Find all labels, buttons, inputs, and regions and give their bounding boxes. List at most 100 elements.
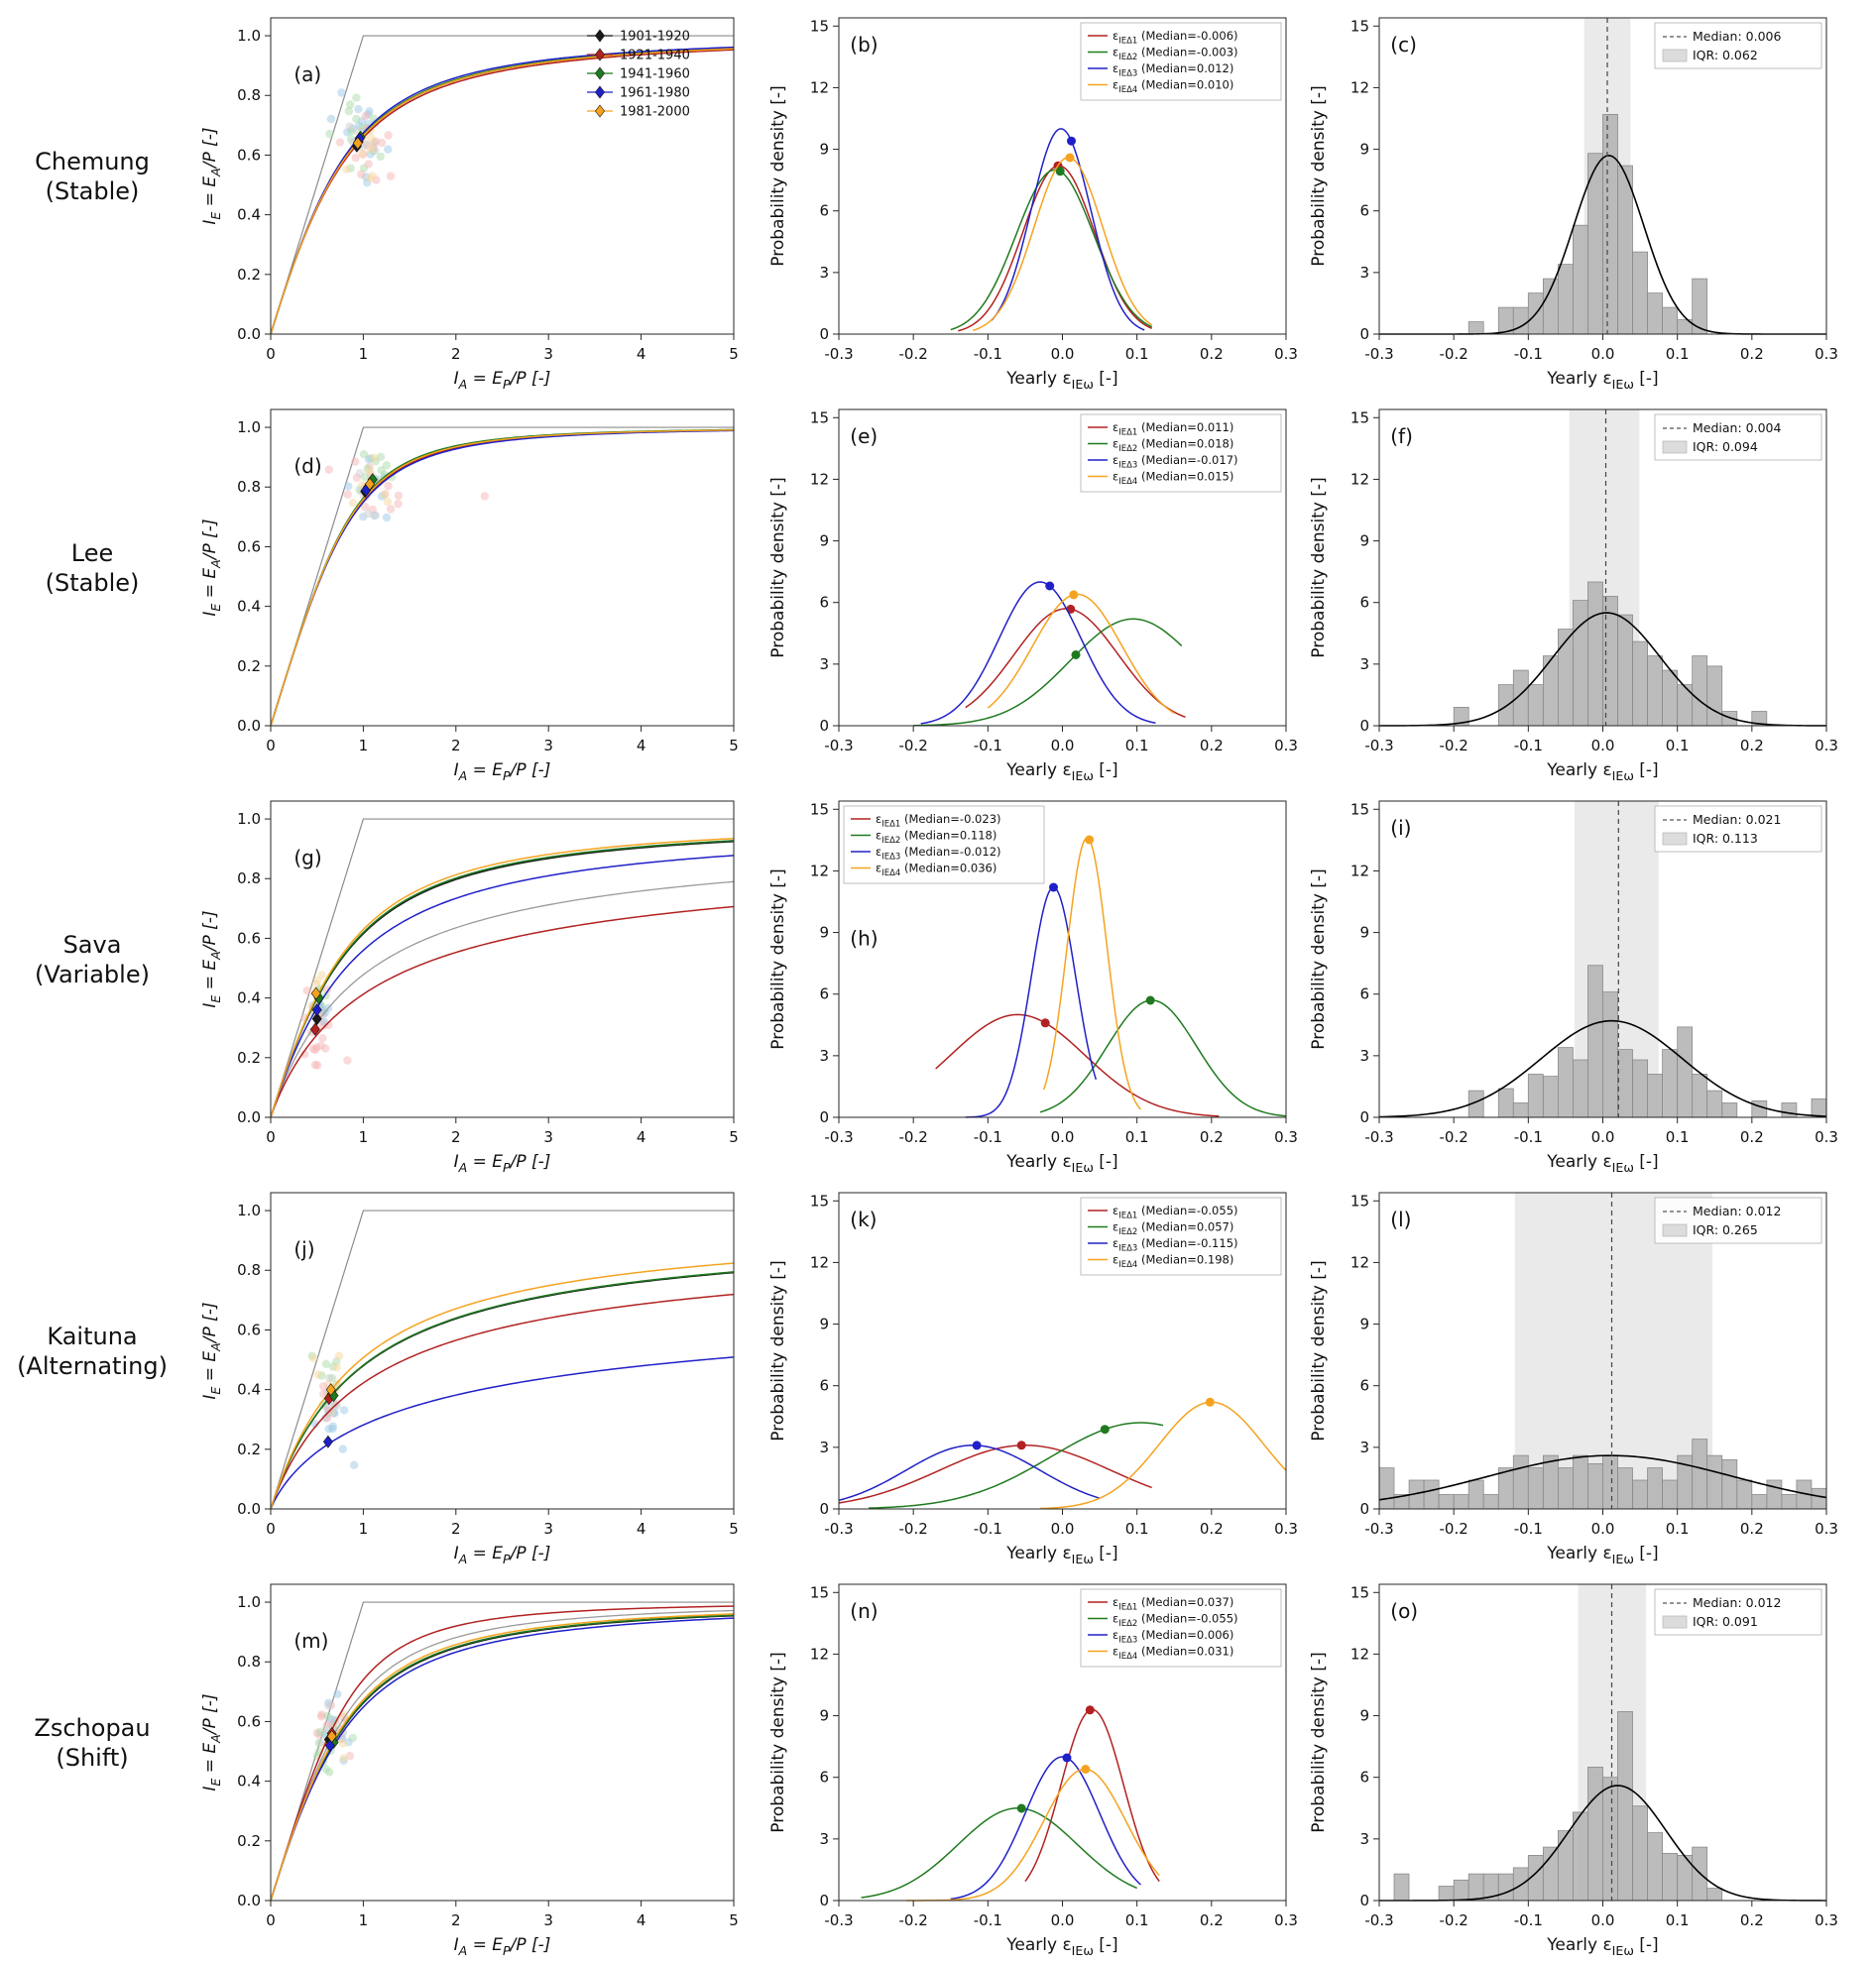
- y-tick-label: 0: [819, 325, 829, 343]
- x-tick-label: 0.3: [1274, 737, 1298, 754]
- density-curve: [861, 1807, 1137, 1899]
- median-dot-marker: [1145, 995, 1155, 1005]
- density-curve: [950, 169, 1153, 331]
- scatter-point: [332, 1363, 341, 1372]
- density-panel: εIEΔ1 (Median=-0.006) εIEΔ2 (Median=-0.00…: [762, 2, 1302, 394]
- x-tick-label: 0.0: [1591, 1128, 1615, 1146]
- legend-series-label: εIEΔ3 (Median=0.012): [1113, 61, 1233, 78]
- histogram-bar: [1706, 1454, 1723, 1510]
- x-tick-label: 1: [359, 737, 369, 754]
- y-tick-label: 9: [819, 532, 829, 550]
- legend-period-label: 1901-1920: [620, 30, 690, 45]
- x-tick-label: 5: [729, 345, 739, 363]
- median-diamond-marker: [595, 104, 605, 118]
- legend-series-label: εIEΔ3 (Median=-0.017): [1113, 453, 1238, 470]
- x-axis-label: Yearly εIEω [-]: [1546, 1544, 1658, 1566]
- legend-series-label: εIEΔ2 (Median=-0.003): [1113, 46, 1238, 62]
- budyko-curve-1981-2000: [270, 1262, 735, 1510]
- x-tick-label: 0.2: [1740, 737, 1764, 754]
- legend-period-label: 1941-1960: [620, 67, 690, 82]
- histogram-bars: [1393, 1710, 1723, 1902]
- legend-series-label: εIEΔ1 (Median=0.037): [1113, 1595, 1233, 1612]
- x-tick-label: 4: [637, 737, 646, 754]
- y-tick-label: 0.0: [237, 717, 261, 735]
- density-curve: [965, 886, 1098, 1118]
- histogram-bar: [1721, 1458, 1738, 1510]
- median-dot-marker: [1062, 1753, 1072, 1763]
- y-tick-label: 0.2: [237, 1441, 261, 1458]
- x-tick-label: -0.3: [1364, 1520, 1393, 1538]
- scatter-point: [357, 170, 366, 179]
- histogram-bar: [1706, 1090, 1723, 1118]
- scatter-point: [382, 513, 392, 522]
- y-tick-label: 15: [1350, 408, 1369, 426]
- density-legend: εIEΔ1 (Median=-0.023)εIEΔ2 (Median=0.118…: [843, 805, 1045, 884]
- y-tick-label: 3: [1359, 1830, 1369, 1848]
- y-tick-label: 3: [819, 1439, 829, 1456]
- y-tick-label: 12: [810, 1253, 829, 1271]
- budyko-panel: (m) 0 1 2 3 4 5 0.0 0.2 0.4 0.6 0.8 1.0 IA = EP/P [-]…: [176, 1568, 762, 1960]
- density-panel: εIEΔ1 (Median=0.011) εIEΔ2 (Median=0.018)…: [762, 394, 1302, 785]
- histogram-bar: [1587, 1462, 1603, 1510]
- histogram-bar: [1512, 1102, 1529, 1118]
- y-tick-label: 6: [819, 202, 829, 220]
- catchment-regime: (Stable): [45, 568, 140, 597]
- catchment-regime: (Stable): [45, 176, 140, 205]
- period-budyko-curves: [270, 46, 735, 335]
- x-tick-label: 0.2: [1740, 1128, 1764, 1146]
- budyko-limit-envelope: [270, 1601, 734, 1902]
- histogram-bar: [1811, 1098, 1827, 1118]
- histogram-chart-o: Median: 0.012 IQR: 0.091 (o) -0.3 -0.2 -0.1 0.…: [1309, 1583, 1838, 1958]
- legend-series-label: εIEΔ4 (Median=0.198): [1113, 1253, 1233, 1270]
- histogram-panel: Median: 0.021 IQR: 0.113 (i) -0.3 -0.2 -0.1 0.…: [1302, 785, 1842, 1177]
- legend-median-label: Median: 0.004: [1693, 420, 1781, 435]
- scatter-point: [344, 106, 353, 116]
- legend-period-label: 1921-1940: [620, 49, 690, 63]
- x-tick-label: 0: [266, 737, 276, 754]
- budyko-curve-1921-1940: [270, 49, 735, 335]
- y-tick-label: 0.4: [237, 206, 261, 224]
- x-tick-label: -0.3: [1364, 1911, 1393, 1929]
- plot-area: εIEΔ1 (Median=0.037)εIEΔ2 (Median=-0.055…: [850, 1588, 1282, 1902]
- x-tick-label: 0.3: [1815, 737, 1838, 754]
- x-tick-label: -0.3: [1364, 737, 1393, 754]
- x-tick-label: 0.0: [1591, 1520, 1615, 1538]
- scatter-point: [340, 1406, 349, 1415]
- y-tick-label: 6: [1359, 1769, 1369, 1787]
- budyko-curve-1921-1940: [270, 1605, 735, 1902]
- y-tick-label: 1.0: [237, 810, 261, 828]
- x-axis-label: Yearly εIEω [-]: [1546, 1152, 1658, 1175]
- y-tick-label: 6: [1359, 985, 1369, 1003]
- density-chart-k: εIEΔ1 (Median=-0.055)εIEΔ2 (Median=0.057…: [768, 1192, 1298, 1566]
- budyko-chart-d: (d) 0 1 2 3 4 5 0.0 0.2 0.4 0.6 0.8 1.0 IA = EP/P [-]…: [200, 408, 739, 783]
- density-curves: [935, 835, 1287, 1118]
- histogram-bar: [1692, 655, 1708, 727]
- row-label: Lee (Stable): [8, 394, 176, 785]
- x-tick-label: -0.1: [1514, 345, 1543, 363]
- row-label: Zschopau (Shift): [8, 1568, 176, 1960]
- y-tick-label: 0.8: [237, 86, 261, 104]
- y-axis-label: IE = EA/P [-]: [200, 519, 223, 616]
- median-dot-marker: [972, 1441, 982, 1450]
- median-diamond-marker: [311, 1003, 322, 1017]
- histogram-bar: [1781, 1494, 1798, 1510]
- x-tick-label: -0.1: [974, 1128, 1002, 1146]
- scatter-point: [384, 481, 393, 491]
- panel-letter: (o): [1390, 1599, 1418, 1623]
- y-tick-label: 9: [819, 924, 829, 942]
- histogram-bar: [1512, 1454, 1529, 1510]
- y-tick-label: 0.8: [237, 1261, 261, 1279]
- density-curve: [913, 618, 1183, 727]
- x-tick-label: 0.1: [1125, 1128, 1149, 1146]
- budyko-limit-envelope: [270, 1210, 734, 1510]
- scatter-point: [323, 1405, 333, 1414]
- scatter-point: [366, 145, 375, 154]
- kde-curve: [1378, 612, 1826, 727]
- scatter-point: [310, 1045, 320, 1055]
- histogram-chart-f: Median: 0.004 IQR: 0.094 (f) -0.3 -0.2 -0.1 0.…: [1309, 408, 1838, 783]
- x-tick-label: 5: [729, 737, 739, 754]
- x-tick-label: 0.0: [1051, 737, 1075, 754]
- catchment-regime: (Variable): [35, 960, 150, 988]
- scatter-point: [351, 153, 360, 163]
- scatter-point: [364, 160, 373, 169]
